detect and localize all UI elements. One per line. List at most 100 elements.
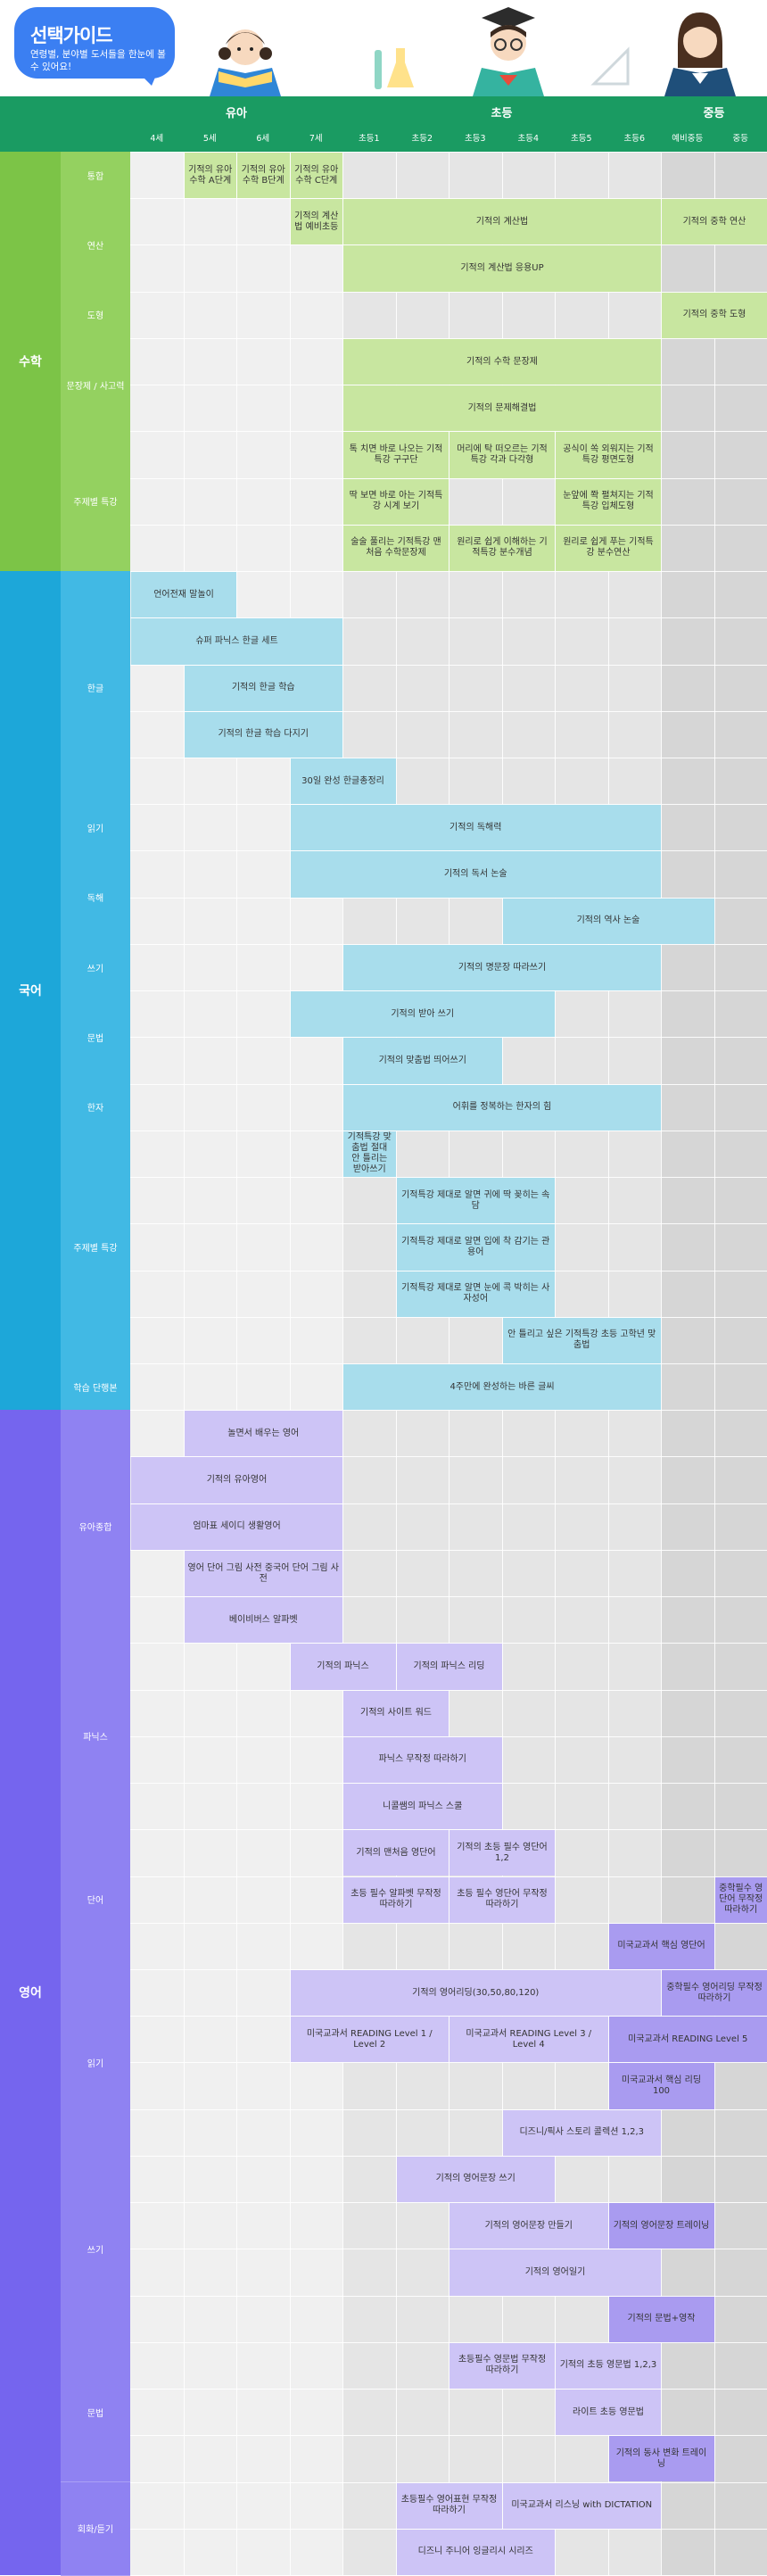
book-item[interactable]: 기적특강 제대로 알면 눈에 콕 박히는 사자성어 xyxy=(397,1271,556,1317)
book-item[interactable]: 미국교과서 READING Level 5 xyxy=(609,2017,767,2062)
book-item[interactable]: 디즈니/픽사 스토리 콜렉션 1,2,3 xyxy=(503,2110,662,2156)
category-label: 도형 xyxy=(61,292,130,339)
grid-col-line xyxy=(290,152,291,2575)
book-item[interactable]: 안 틀리고 싶은 기적특강 초등 고학년 맞춤법 xyxy=(503,1318,662,1363)
book-item[interactable]: 30일 완성 한글총정리 xyxy=(291,758,396,804)
category-label: 연산 xyxy=(61,198,130,292)
book-item[interactable]: 기적의 영어리딩(30,50,80,120) xyxy=(291,1970,662,2016)
book-item[interactable]: 기적의 독서 논술 xyxy=(291,851,662,897)
book-item[interactable]: 초등 필수 알파벳 무작정 따라하기 xyxy=(343,1877,449,1923)
book-item[interactable]: 초등 필수 영단어 무작정 따라하기 xyxy=(449,1877,555,1923)
book-item[interactable]: 4주만에 완성하는 바른 글씨 xyxy=(343,1364,661,1410)
book-item[interactable]: 기적의 파닉스 xyxy=(291,1644,396,1689)
age-column-9: 초등6 xyxy=(607,131,661,144)
book-item[interactable]: 기적의 유아수학 B단계 xyxy=(237,153,290,198)
book-item[interactable]: 원리로 쉽게 이해하는 기적특강 분수개념 xyxy=(449,526,555,571)
book-item[interactable]: 놀면서 배우는 영어 xyxy=(185,1411,343,1456)
book-item[interactable]: 기적특강 제대로 알면 입에 착 감기는 관용어 xyxy=(397,1224,556,1270)
age-group-1: 초등 xyxy=(342,104,661,120)
age-column-10: 예비중등 xyxy=(661,131,714,144)
book-item[interactable]: 기적의 유아영어 xyxy=(131,1457,342,1503)
book-item[interactable]: 기적의 독해력 xyxy=(291,805,662,850)
book-item[interactable]: 기적의 영어문장 쓰기 xyxy=(397,2157,556,2202)
book-item[interactable]: 기적의 명문장 따라쓰기 xyxy=(343,945,661,990)
category-label: 쓰기 xyxy=(61,944,130,991)
category-label: 유아종합 xyxy=(61,1410,130,1644)
book-item[interactable]: 슈퍼 파닉스 한글 세트 xyxy=(131,618,342,664)
book-item[interactable]: 머리에 탁 떠오르는 기적특강 각과 다각형 xyxy=(449,432,555,477)
category-label: 단어 xyxy=(61,1829,130,1970)
age-column-0: 4세 xyxy=(130,131,184,144)
category-label: 문법 xyxy=(61,2342,130,2483)
book-item[interactable]: 미국교과서 핵심 리딩 100 xyxy=(609,2063,714,2108)
book-item[interactable]: 기적의 맨처음 영단어 xyxy=(343,1830,449,1876)
book-item[interactable]: 베이비버스 알파벳 xyxy=(185,1597,343,1643)
book-item[interactable]: 기적의 영어문장 만들기 xyxy=(449,2203,608,2249)
grid-col-line xyxy=(714,152,715,2575)
book-item[interactable]: 파닉스 무작정 따라하기 xyxy=(343,1737,502,1783)
book-item[interactable]: 어휘를 정복하는 한자의 힘 xyxy=(343,1085,661,1131)
book-item[interactable]: 기적의 한글 학습 xyxy=(185,666,343,711)
book-item[interactable]: 미국교과서 리스닝 with DICTATION xyxy=(503,2483,662,2529)
book-item[interactable]: 기적의 영어문장 트레이닝 xyxy=(609,2203,714,2249)
book-item[interactable]: 기적의 맞춤법 띄어쓰기 xyxy=(343,1038,502,1083)
age-group-2: 중등 xyxy=(661,104,767,120)
book-item[interactable]: 딱 보면 바로 아는 기적특강 시계 보기 xyxy=(343,479,449,525)
book-item[interactable]: 기적의 중학 도형 xyxy=(662,293,767,338)
book-item[interactable]: 기적의 수학 문장제 xyxy=(343,339,661,385)
book-item[interactable]: 기적의 한글 학습 다지기 xyxy=(185,712,343,758)
book-item[interactable]: 라이트 초등 영문법 xyxy=(556,2390,661,2435)
book-item[interactable]: 기적의 유아수학 C단계 xyxy=(291,153,343,198)
book-item[interactable]: 미국교과서 핵심 영단어 xyxy=(609,1924,714,1969)
book-item[interactable]: 기적의 초등 영문법 1,2,3 xyxy=(556,2343,661,2389)
book-item[interactable]: 기적의 역사 논술 xyxy=(503,899,714,944)
book-item[interactable]: 기적의 문제해결법 xyxy=(343,385,661,431)
book-item[interactable]: 눈앞에 쫙 펼쳐지는 기적특강 입체도형 xyxy=(556,479,661,525)
book-item[interactable]: 기적의 초등 필수 영단어 1,2 xyxy=(449,1830,555,1876)
book-item[interactable]: 기적의 사이트 워드 xyxy=(343,1691,449,1736)
book-item[interactable]: 기적의 계산법 응용UP xyxy=(343,245,661,291)
guide-bubble: 선택가이드 연령별, 분야별 도서들을 한눈에 볼 수 있어요! xyxy=(14,7,175,79)
category-label: 파닉스 xyxy=(61,1643,130,1830)
book-item[interactable]: 톡 치면 바로 나오는 기적특강 구구단 xyxy=(343,432,449,477)
book-item[interactable]: 중학필수 영단어 무작정 따라하기 xyxy=(715,1877,767,1923)
category-label: 읽기 xyxy=(61,1969,130,2157)
flask-illustration xyxy=(366,43,419,93)
book-item[interactable]: 기적특강 제대로 알면 귀에 딱 꽂히는 속담 xyxy=(397,1178,556,1223)
book-item[interactable]: 술술 풀리는 기적특강 맨처음 수학문장제 xyxy=(343,526,449,571)
book-item[interactable]: 기적의 계산법 예비초등 xyxy=(291,199,343,244)
bubble-tail xyxy=(139,73,157,86)
book-item[interactable]: 기적의 계산법 xyxy=(343,199,661,244)
book-item[interactable]: 기적의 동사 변화 트레이닝 xyxy=(609,2436,714,2481)
book-item[interactable]: 미국교과서 READING Level 3 / Level 4 xyxy=(449,2017,608,2062)
book-item[interactable]: 기적의 영어일기 xyxy=(449,2249,661,2295)
category-label: 주제별 특강 xyxy=(61,1131,130,1364)
subject-korean: 국어 xyxy=(0,571,61,1410)
book-item[interactable]: 초등필수 영문법 무작정 따라하기 xyxy=(449,2343,555,2389)
book-item[interactable]: 공식이 쏙 외워지는 기적특강 평면도형 xyxy=(556,432,661,477)
book-item[interactable]: 기적특강 맞춤법 절대 안 틀리는 받아쓰기 xyxy=(343,1131,396,1177)
grid-col-line xyxy=(184,152,185,2575)
category-label: 쓰기 xyxy=(61,2156,130,2343)
book-item[interactable]: 언어전재 말놀이 xyxy=(131,572,236,617)
book-item[interactable]: 미국교과서 READING Level 1 / Level 2 xyxy=(291,2017,449,2062)
category-label: 주제별 특강 xyxy=(61,431,130,572)
book-item[interactable]: 디즈니 주니어 잉글리시 시리즈 xyxy=(397,2530,556,2575)
guide-title: 선택가이드 xyxy=(30,21,112,48)
age-column-3: 7세 xyxy=(289,131,342,144)
book-item[interactable]: 엄마표 세이디 생활영어 xyxy=(131,1504,342,1550)
book-item[interactable]: 영어 단어 그림 사전 중국어 단어 그림 사전 xyxy=(185,1551,343,1596)
book-item[interactable]: 초등필수 영어표현 무작정 따라하기 xyxy=(397,2483,502,2529)
book-item[interactable]: 기적의 중학 연산 xyxy=(662,199,767,244)
book-item[interactable]: 원리로 쉽게 푸는 기적특강 분수연산 xyxy=(556,526,661,571)
book-item[interactable]: 기적의 받아 쓰기 xyxy=(291,991,556,1037)
age-column-5: 초등2 xyxy=(395,131,449,144)
book-item[interactable]: 기적의 문법+영작 xyxy=(609,2297,714,2342)
book-item[interactable]: 니콜쌤의 파닉스 스쿨 xyxy=(343,1784,502,1829)
book-item[interactable]: 기적의 파닉스 리딩 xyxy=(397,1644,502,1689)
age-column-4: 초등1 xyxy=(342,131,396,144)
book-item[interactable]: 기적의 유아수학 A단계 xyxy=(185,153,237,198)
category-label: 한자 xyxy=(61,1084,130,1131)
book-item[interactable]: 중학필수 영어리딩 무작정 따라하기 xyxy=(662,1970,767,2016)
